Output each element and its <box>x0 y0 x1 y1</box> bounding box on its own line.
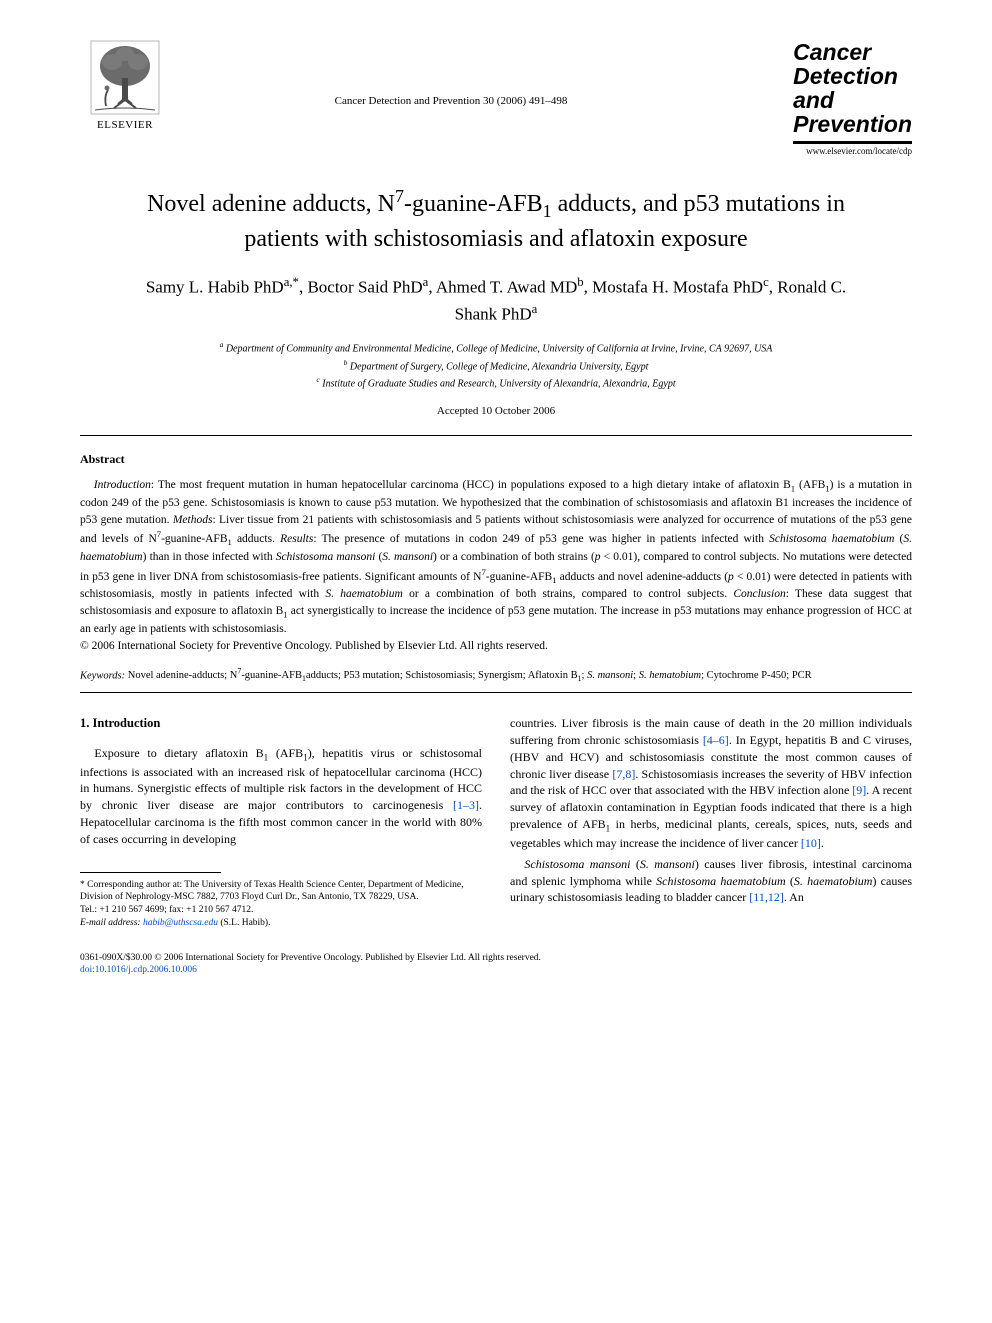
section-1-heading: 1. Introduction <box>80 715 482 733</box>
email-address[interactable]: habib@uthscsa.edu <box>143 918 218 928</box>
footnote-rule <box>80 872 221 873</box>
body-columns: 1. Introduction Exposure to dietary afla… <box>80 715 912 930</box>
affiliation-b: b Department of Surgery, College of Medi… <box>80 357 912 374</box>
elsevier-tree-icon <box>90 40 160 115</box>
abstract-heading: Abstract <box>80 452 912 467</box>
journal-brand: Cancer Detection and Prevention www.else… <box>732 40 912 156</box>
footer-line1: 0361-090X/$30.00 © 2006 International So… <box>80 953 541 963</box>
keywords-list: Novel adenine-adducts; N7-guanine-AFB1ad… <box>128 670 812 681</box>
journal-reference: Cancer Detection and Prevention 30 (2006… <box>170 40 732 107</box>
intro-para-2: Schistosoma mansoni (S. mansoni) causes … <box>510 856 912 906</box>
publisher-block: ELSEVIER <box>80 40 170 131</box>
footer-copyright: 0361-090X/$30.00 © 2006 International So… <box>80 952 912 977</box>
abstract-copyright: © 2006 International Society for Prevent… <box>80 640 912 652</box>
affiliations: a Department of Community and Environmen… <box>80 339 912 391</box>
abstract-body: Introduction: The most frequent mutation… <box>80 477 912 637</box>
paper-header: ELSEVIER Cancer Detection and Prevention… <box>80 40 912 156</box>
publisher-name: ELSEVIER <box>97 119 153 131</box>
section-title: Introduction <box>93 716 161 730</box>
brand-word-3: and <box>793 87 834 113</box>
journal-brand-title: Cancer Detection and Prevention <box>793 40 912 144</box>
column-right: countries. Liver fibrosis is the main ca… <box>510 715 912 930</box>
section-number: 1. <box>80 716 89 730</box>
accepted-date: Accepted 10 October 2006 <box>80 405 912 417</box>
corresponding-author-footnote: * Corresponding author at: The Universit… <box>80 879 482 905</box>
email-label: E-mail address: <box>80 918 141 928</box>
rule-above-abstract <box>80 435 912 436</box>
journal-url: www.elsevier.com/locate/cdp <box>732 146 912 156</box>
rule-below-keywords <box>80 692 912 693</box>
affiliation-c: c Institute of Graduate Studies and Rese… <box>80 374 912 391</box>
tel-fax-footnote: Tel.: +1 210 567 4699; fax: +1 210 567 4… <box>80 904 482 917</box>
paper-title: Novel adenine adducts, N7-guanine-AFB1 a… <box>140 184 852 255</box>
column-left: 1. Introduction Exposure to dietary afla… <box>80 715 482 930</box>
brand-word-2: Detection <box>793 63 898 89</box>
email-tail: (S.L. Habib). <box>220 918 270 928</box>
intro-para-1: Exposure to dietary aflatoxin B1 (AFB1),… <box>80 745 482 848</box>
brand-word-1: Cancer <box>793 39 871 65</box>
footer-doi[interactable]: doi:10.1016/j.cdp.2006.10.006 <box>80 965 197 975</box>
affiliation-a: a Department of Community and Environmen… <box>80 339 912 356</box>
keywords-label: Keywords: <box>80 670 125 681</box>
keywords-block: Keywords: Novel adenine-adducts; N7-guan… <box>80 666 912 685</box>
author-list: Samy L. Habib PhDa,*, Boctor Said PhDa, … <box>140 273 852 327</box>
intro-para-1-cont: countries. Liver fibrosis is the main ca… <box>510 715 912 852</box>
email-footnote: E-mail address: habib@uthscsa.edu (S.L. … <box>80 917 482 930</box>
brand-word-4: Prevention <box>793 111 912 137</box>
